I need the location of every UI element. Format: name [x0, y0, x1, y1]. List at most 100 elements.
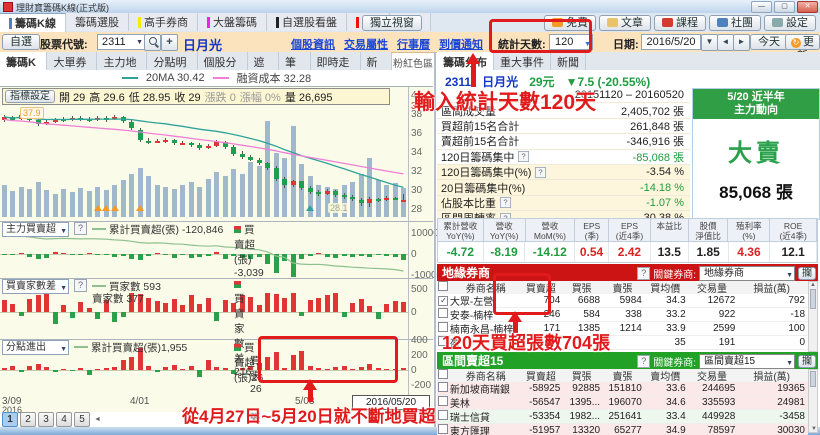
chart-tab-1[interactable]: 籌碼K線	[0, 52, 48, 85]
page-button-2[interactable]: 2	[20, 412, 36, 427]
main-tab-3[interactable]: 高手券商	[128, 13, 198, 31]
help-icon[interactable]: ?	[74, 222, 87, 235]
row-checkbox[interactable]: ✓	[437, 295, 450, 306]
sell15-select[interactable]: 區間賣超15 ▼	[699, 354, 795, 369]
page-button-4[interactable]: 4	[56, 412, 72, 427]
main-tab-2[interactable]: 籌碼選股	[65, 13, 129, 31]
data-bar	[290, 254, 296, 277]
main-tab-4[interactable]: 大盤籌碼	[197, 13, 267, 31]
stat-days-select[interactable]: 120 ▼	[549, 34, 593, 50]
row-checkbox[interactable]	[437, 424, 450, 435]
panel-indicator-select[interactable]: 主力買賣超 ▼	[2, 222, 69, 237]
geo-broker-select[interactable]: 地緣券商 ▼	[699, 266, 795, 281]
candle-body	[299, 181, 304, 189]
row-checkbox[interactable]	[437, 308, 450, 321]
help-icon[interactable]: ?	[518, 151, 530, 163]
favorite-button[interactable]: 自選	[2, 34, 40, 50]
article-button[interactable]: 文章	[599, 15, 651, 31]
chevron-down-icon[interactable]: ▼	[136, 39, 143, 46]
community-button[interactable]: 社團	[709, 15, 761, 31]
cell-value: 792	[788, 295, 805, 306]
stock-code-input[interactable]: 2311 ▼	[97, 34, 145, 50]
price-volume-pane[interactable]	[0, 105, 408, 217]
chart-tab-5[interactable]: 個股分析	[198, 52, 248, 85]
data-bar	[214, 312, 219, 321]
select-all-checkbox[interactable]	[437, 369, 450, 382]
link-3[interactable]: 行事曆	[397, 39, 430, 51]
row-checkbox[interactable]	[437, 322, 450, 335]
branch-flow-pane[interactable]	[0, 345, 408, 395]
date-next-button[interactable]: ►	[733, 34, 750, 51]
capture-button[interactable]: 攔	[798, 355, 816, 368]
table-row[interactable]: ✓ 大眾-左營 704 6688 5984 34.3 12672 792	[437, 294, 808, 308]
page-prev-icon[interactable]: ◄	[94, 416, 101, 423]
main-force-pane[interactable]	[0, 233, 408, 277]
chart-tab-4[interactable]: 分點明細	[147, 52, 198, 85]
date-input[interactable]: 2016/5/20	[641, 34, 701, 50]
table-row[interactable]: 楠南永昌-楠梓 171 1385 1214 33.9 2599 100	[437, 322, 808, 336]
y-tick-label: -200	[411, 380, 432, 391]
row-checkbox[interactable]	[437, 396, 450, 409]
indicator-settings-button[interactable]: 指標設定	[5, 90, 55, 103]
table-row[interactable]: 盈 35 191 0	[437, 336, 808, 350]
help-icon[interactable]: ?	[535, 166, 547, 178]
page-button-3[interactable]: 3	[38, 412, 54, 427]
close-button[interactable]: ✕	[797, 1, 818, 13]
table-row[interactable]: 安泰-楠梓 246 584 338 33.2 922 -18	[437, 308, 808, 322]
table-row[interactable]: 東方匯理 -51957 13320 65277 34.9 78597 30030	[437, 424, 808, 435]
chart-tab-2[interactable]: 大單券商	[47, 52, 98, 85]
row-checkbox[interactable]	[437, 410, 450, 423]
table-row[interactable]: 瑞士信貸 -53354 1982... 251641 33.4 449928 -3458	[437, 410, 808, 424]
fund-value: -4.72	[438, 242, 484, 262]
action-amount: 85,068 張	[719, 183, 793, 202]
link-2[interactable]: 交易屬性	[344, 39, 388, 51]
search-button[interactable]	[144, 34, 161, 51]
panel-indicator-select[interactable]: 分點進出 ▼	[2, 340, 69, 355]
main-tab-1[interactable]: 籌碼K線	[0, 13, 66, 32]
help-icon[interactable]: ?	[637, 267, 651, 280]
chart-tab-7[interactable]: 筆記	[279, 52, 311, 85]
link-4[interactable]: 到價通知	[439, 39, 483, 51]
row-checkbox[interactable]	[437, 336, 450, 349]
today-button[interactable]: 今天	[750, 34, 788, 50]
date-prev-button[interactable]: ◄	[717, 34, 734, 51]
chart-tab-3[interactable]: 主力地圖	[97, 52, 148, 85]
sell15-scrollbar[interactable]: ▼	[808, 369, 818, 433]
help-icon[interactable]: ?	[74, 279, 87, 292]
data-bar	[188, 365, 194, 370]
data-bar	[265, 293, 270, 312]
help-icon[interactable]: ?	[637, 355, 651, 368]
right-tab-2[interactable]: 重大事件	[494, 52, 551, 70]
row-checkbox[interactable]	[437, 382, 450, 395]
help-icon[interactable]: ?	[499, 197, 512, 209]
select-all-checkbox[interactable]	[437, 281, 450, 294]
chart-region[interactable]: 指標設定 開 29 高 29.6 低 28.95 收 29 漲跌 0 漲幅 0%…	[0, 86, 442, 435]
chart-tab-9[interactable]: 新聞	[361, 52, 393, 85]
table-row[interactable]: 美林 -56547 1395... 196070 34.6 335593 24981	[437, 396, 808, 410]
link-1[interactable]: 個股資訊	[291, 39, 335, 51]
account-button-label: 課程	[676, 17, 698, 29]
fund-col-header: 營收 YoY(%)	[484, 219, 526, 241]
geo-scrollbar[interactable]: ▲	[808, 281, 818, 352]
date-dropdown-button[interactable]: ▼	[701, 34, 718, 51]
candle-body	[358, 199, 364, 204]
panel-indicator-select[interactable]: 買賣家數差 ▼	[2, 279, 69, 294]
page-button-5[interactable]: 5	[74, 412, 90, 427]
minimize-button[interactable]: —	[751, 1, 772, 13]
maximize-button[interactable]: ▢	[774, 1, 795, 13]
page-button-1[interactable]: 1	[2, 412, 18, 427]
chart-tab-8[interactable]: 即時走勢	[311, 52, 361, 85]
capture-button[interactable]: 攔	[798, 267, 816, 280]
main-tab-5[interactable]: 自選股看盤	[266, 13, 347, 31]
right-tab-3[interactable]: 新聞	[551, 52, 586, 70]
settings-button[interactable]: 設定	[764, 15, 816, 31]
course-button[interactable]: 課程	[654, 15, 706, 31]
data-bar	[61, 253, 66, 254]
candle-body	[367, 198, 372, 204]
standalone-window-button[interactable]: 獨立視窗	[362, 15, 422, 31]
buyer-seller-count-pane[interactable]	[0, 293, 408, 337]
chart-tab-6[interactable]: 遮蔽	[248, 52, 280, 85]
table-row[interactable]: 新加坡商瑞銀 -58925 92885 151810 33.6 244695 19365	[437, 382, 808, 396]
update-button[interactable]: ↻更新	[785, 34, 820, 62]
add-stock-button[interactable]: +	[161, 34, 178, 51]
